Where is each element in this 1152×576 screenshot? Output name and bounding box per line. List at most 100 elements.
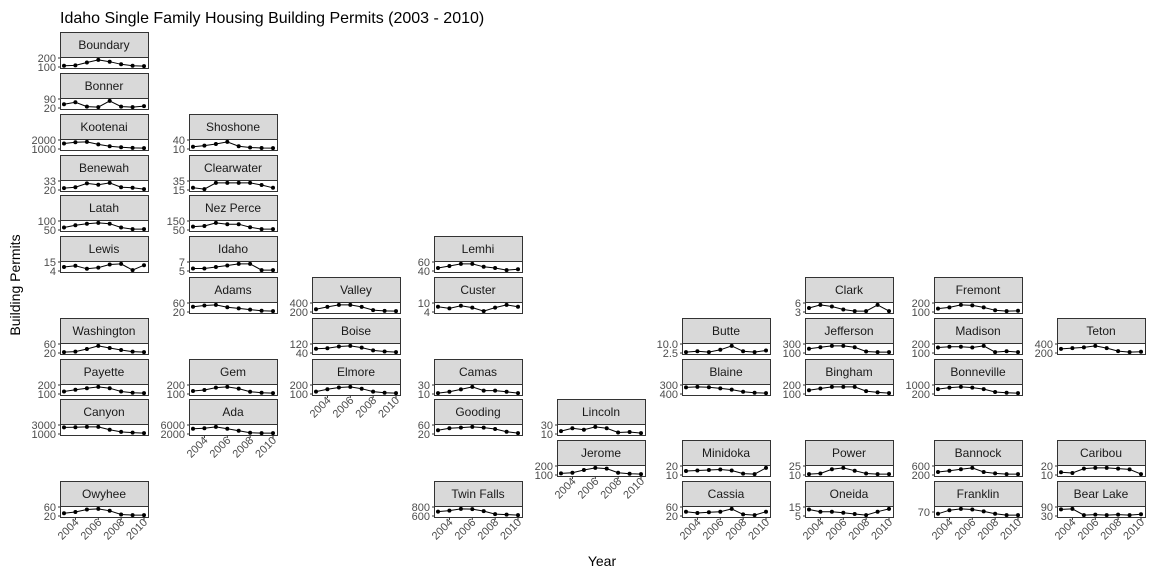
data-point-custer-2007 [481, 309, 486, 314]
strip-label-clark: Clark [835, 283, 864, 297]
plot-area-nez-perce [189, 220, 278, 232]
strip-canyon [60, 399, 149, 425]
data-point-blaine-2003 [684, 385, 688, 390]
data-point-shoshone-2003 [191, 144, 195, 149]
strip-clearwater [189, 155, 278, 181]
y-tick-label: 4 [424, 307, 430, 319]
x-tick-label: 2008 [475, 517, 501, 543]
data-point-shoshone-2005 [213, 142, 218, 146]
y-tick-label: 10.0 [657, 339, 678, 351]
data-point-butte-2005 [706, 350, 711, 355]
y-tick-label: 15 [789, 502, 801, 514]
strip-label-ada: Ada [222, 405, 244, 419]
data-point-adams-2007 [236, 306, 241, 311]
data-point-power-2003 [807, 472, 811, 477]
data-point-bear-lake-2006 [1093, 512, 1098, 517]
data-point-blaine-2005 [706, 385, 711, 390]
data-point-ada-2004 [202, 426, 207, 431]
data-point-blaine-2004 [695, 384, 700, 389]
data-point-washington-2006 [96, 343, 101, 348]
plot-area-valley [312, 302, 401, 314]
y-tick-label: 300 [660, 380, 678, 392]
y-tick-label: 2000 [161, 429, 185, 441]
data-point-latah-2004 [73, 223, 78, 228]
data-point-canyon-2003 [62, 425, 66, 430]
plot-area-clearwater [189, 180, 278, 192]
plot-area-teton [1057, 343, 1146, 355]
strip-label-valley: Valley [340, 283, 372, 297]
data-point-madison-2008 [993, 350, 998, 355]
y-tick-label: 60 [44, 339, 56, 351]
strip-label-bonner: Bonner [85, 79, 124, 93]
data-point-gem-2007 [236, 386, 241, 391]
strip-label-oneida: Oneida [830, 487, 869, 501]
x-tick-label: 2006 [953, 517, 979, 543]
data-point-kootenai-2009 [130, 145, 135, 150]
data-point-bonner-2007 [107, 98, 112, 103]
data-point-lemhi-2005 [458, 261, 463, 266]
strip-latah [60, 195, 149, 221]
strip-shoshone [189, 114, 278, 140]
y-tick-label: 40 [418, 266, 430, 278]
plot-area-gem [189, 384, 278, 396]
data-point-lemhi-2009 [504, 268, 509, 273]
strip-label-clearwater: Clearwater [204, 161, 262, 175]
data-point-minidoka-2006 [718, 467, 723, 472]
data-point-bannock-2008 [993, 471, 998, 476]
data-point-idaho-2006 [225, 263, 230, 268]
data-point-camas-2004 [447, 389, 452, 394]
data-point-owyhee-2009 [130, 513, 135, 518]
data-point-jerome-2008 [616, 470, 621, 475]
plot-area-washington [60, 343, 149, 355]
data-point-ada-2006 [225, 426, 230, 431]
y-tick-label: 400 [660, 389, 678, 401]
strip-label-custer: Custer [460, 283, 495, 297]
data-point-kootenai-2010 [142, 146, 146, 151]
data-point-payette-2008 [119, 389, 124, 394]
data-point-lincoln-2006 [593, 424, 598, 429]
strip-label-minidoka: Minidoka [702, 446, 750, 460]
strip-boise [312, 318, 401, 344]
data-point-twin-falls-2005 [458, 506, 463, 511]
data-point-jefferson-2003 [807, 346, 811, 351]
x-tick-label: 2008 [353, 395, 379, 421]
plot-area-clark [805, 302, 894, 314]
x-tick-label: 2008 [1098, 517, 1124, 543]
data-point-custer-2004 [447, 306, 452, 311]
data-point-bear-lake-2004 [1070, 506, 1075, 511]
data-point-boundary-2003 [62, 63, 66, 68]
y-tick-label: 3000 [32, 420, 56, 432]
x-tick-label: 2010 [376, 395, 402, 421]
data-point-lewis-2010 [142, 263, 146, 268]
plot-area-idaho [189, 261, 278, 273]
data-point-custer-2005 [458, 303, 463, 308]
plot-area-shoshone [189, 139, 278, 151]
data-point-fremont-2004 [947, 305, 952, 310]
chart-title: Idaho Single Family Housing Building Per… [60, 10, 484, 27]
data-point-kootenai-2003 [62, 141, 66, 146]
data-point-nez-perce-2004 [202, 224, 207, 228]
data-point-madison-2006 [970, 345, 975, 350]
data-point-caribou-2007 [1104, 465, 1109, 470]
data-point-clearwater-2003 [191, 185, 195, 190]
y-tick-label: 6000 [161, 420, 185, 432]
data-point-shoshone-2004 [202, 143, 207, 148]
data-point-adams-2003 [191, 304, 195, 309]
x-tick-label: 2004 [56, 517, 82, 543]
data-point-benewah-2005 [84, 181, 89, 186]
data-point-gem-2008 [248, 389, 253, 394]
y-tick-label: 30 [418, 380, 430, 392]
data-point-bonneville-2009 [1004, 390, 1009, 395]
y-tick-label: 60 [418, 257, 430, 269]
data-point-latah-2010 [142, 227, 146, 232]
data-point-cassia-2006 [718, 509, 723, 514]
data-point-cassia-2010 [764, 509, 768, 514]
data-point-jerome-2007 [604, 466, 609, 471]
data-point-butte-2010 [764, 348, 768, 353]
data-point-camas-2009 [504, 389, 509, 394]
data-point-twin-falls-2004 [447, 508, 452, 513]
